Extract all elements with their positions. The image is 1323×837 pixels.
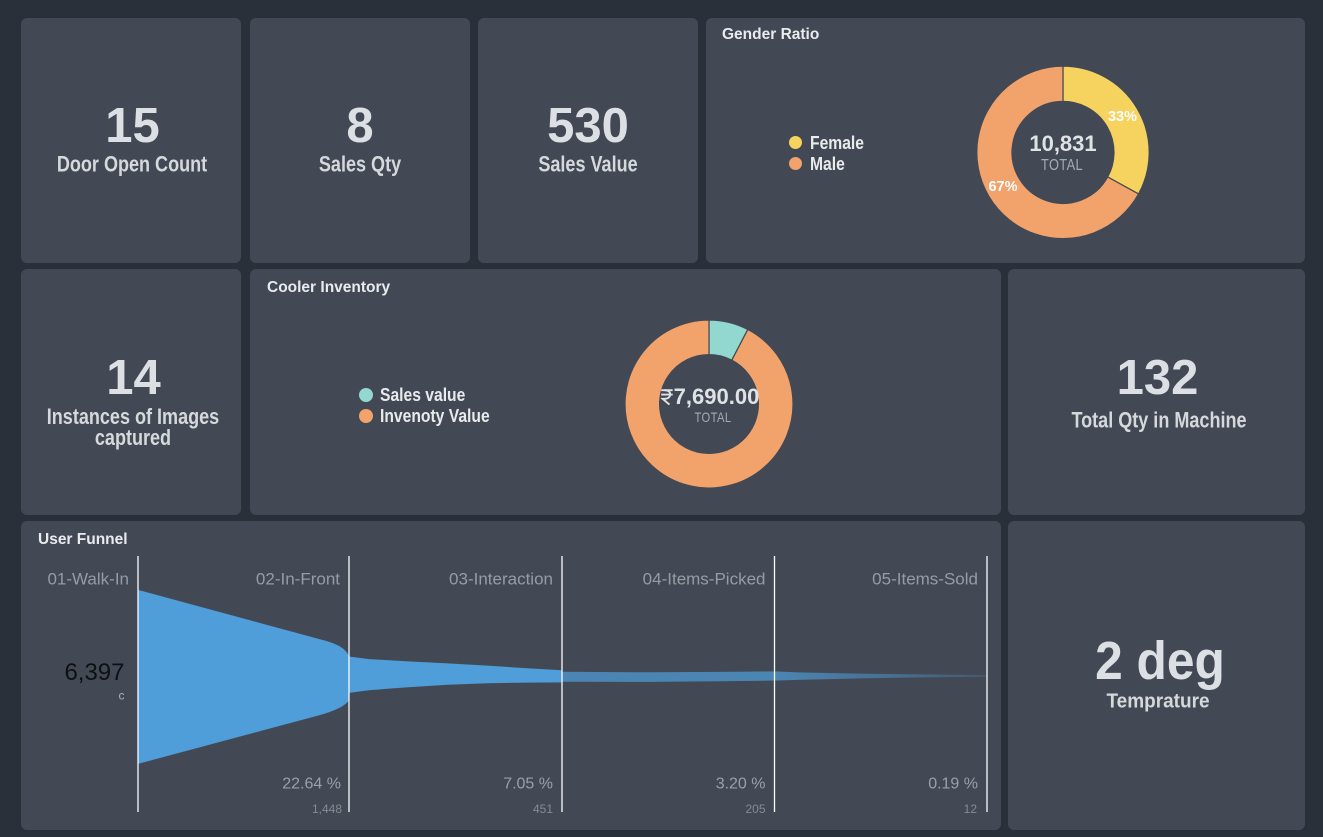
svg-text:12: 12 [964,802,978,816]
svg-text:1,448: 1,448 [312,802,342,816]
svg-text:c: c [119,689,125,703]
svg-text:02-In-Front: 02-In-Front [256,570,340,589]
svg-text:05-Items-Sold: 05-Items-Sold [872,570,978,589]
svg-text:01-Walk-In: 01-Walk-In [47,570,129,589]
svg-text:33%: 33% [1108,109,1137,125]
svg-text:04-Items-Picked: 04-Items-Picked [643,570,766,589]
svg-text:6,397: 6,397 [64,659,124,686]
svg-text:3.20 %: 3.20 % [716,776,766,793]
svg-text:451: 451 [533,802,553,816]
svg-text:0.19 %: 0.19 % [928,776,978,793]
svg-text:205: 205 [745,802,765,816]
svg-text:7.05 %: 7.05 % [503,776,553,793]
svg-text:03-Interaction: 03-Interaction [449,570,553,589]
svg-text:22.64 %: 22.64 % [282,776,341,793]
svg-text:67%: 67% [988,179,1017,195]
